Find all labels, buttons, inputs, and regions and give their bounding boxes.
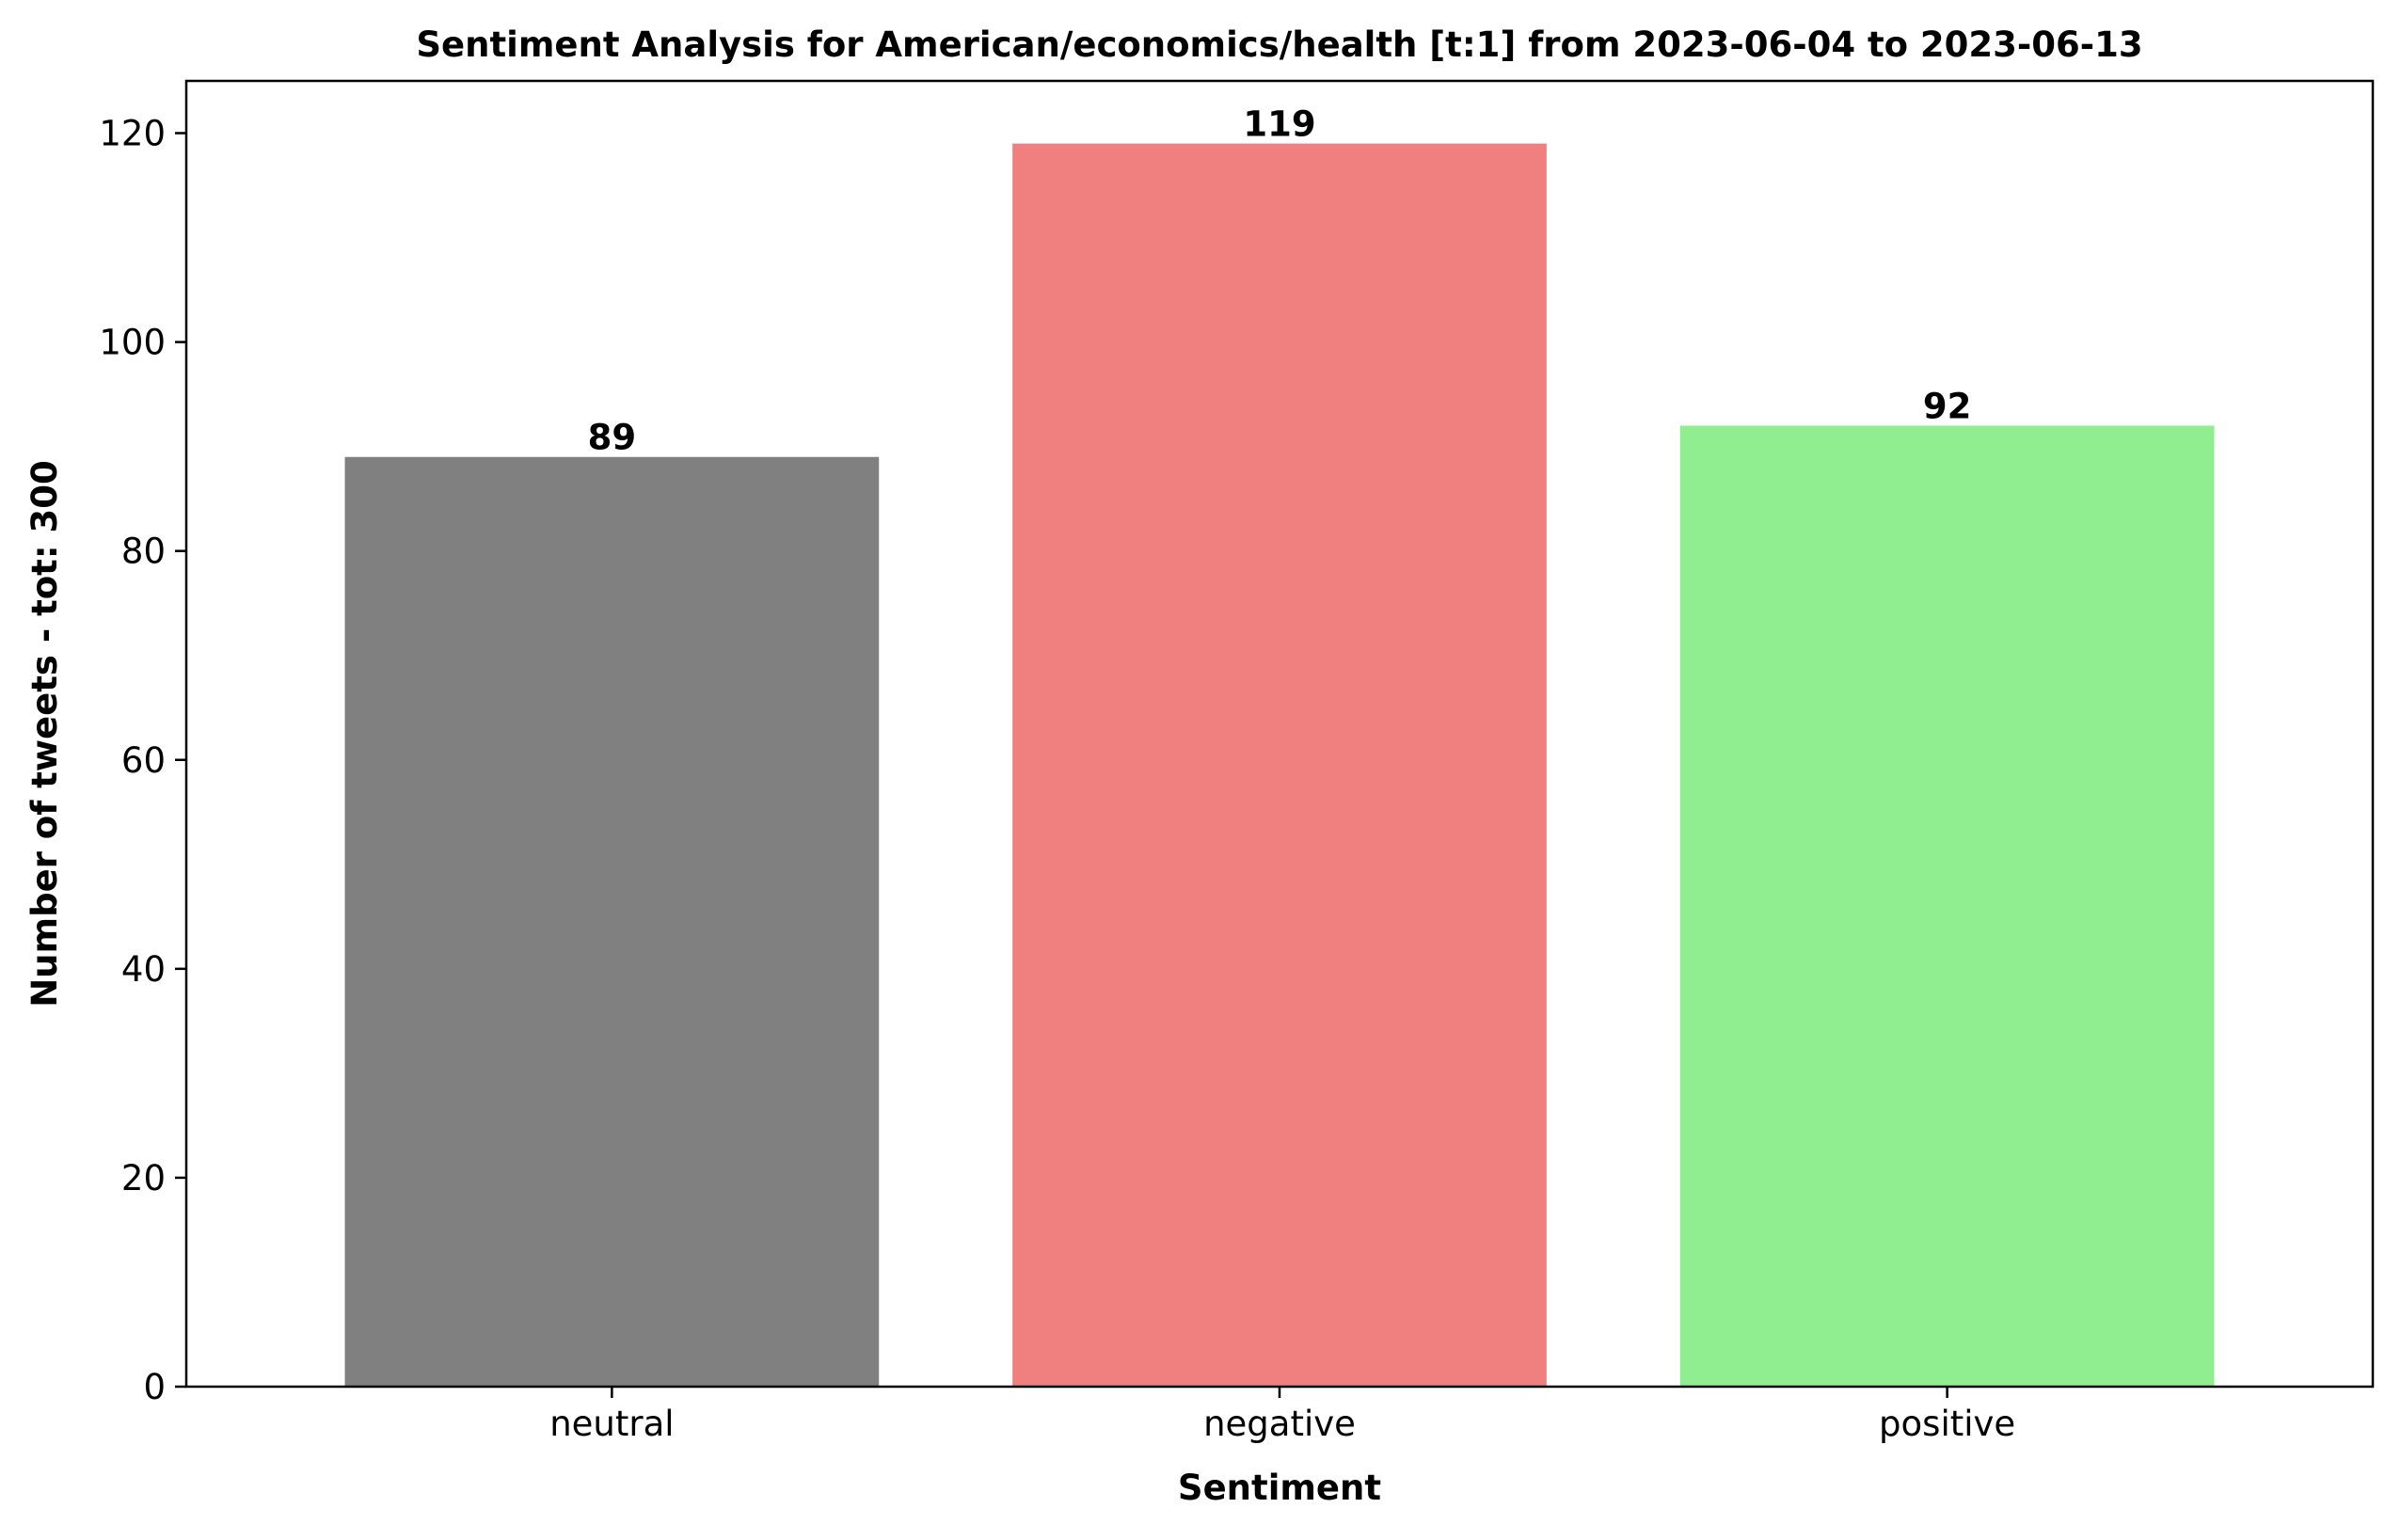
x-tick-label-neutral: neutral xyxy=(549,1404,674,1444)
bar-value-label-negative: 119 xyxy=(1243,104,1315,145)
y-tick-label-0: 0 xyxy=(143,1367,166,1407)
y-tick-label-100: 100 xyxy=(99,323,166,363)
x-tick-label-negative: negative xyxy=(1203,1404,1356,1444)
y-tick-label-80: 80 xyxy=(121,532,166,572)
bar-neutral xyxy=(344,456,880,1387)
x-axis-label: Sentiment xyxy=(1178,1468,1381,1508)
plot-frame xyxy=(184,79,2375,1389)
x-axis: neutral negative positive xyxy=(549,1387,2015,1444)
bar-positive xyxy=(1679,425,2215,1387)
y-tick-label-20: 20 xyxy=(121,1158,166,1199)
y-tick-label-120: 120 xyxy=(99,114,166,154)
y-axis-label: Number of tweets - tot: 300 xyxy=(24,460,65,1008)
y-tick-label-40: 40 xyxy=(121,949,166,990)
bar-negative xyxy=(1012,143,1547,1387)
bar-labels-layer: 89 119 92 xyxy=(588,104,1972,458)
bar-value-label-neutral: 89 xyxy=(588,418,637,458)
x-tick-label-positive: positive xyxy=(1879,1404,2015,1444)
chart-title: Sentiment Analysis for American/economic… xyxy=(416,24,2142,65)
y-tick-label-60: 60 xyxy=(121,740,166,781)
bars-layer xyxy=(344,143,2215,1387)
y-axis: 0 20 40 60 80 100 120 xyxy=(99,114,186,1407)
bar-value-label-positive: 92 xyxy=(1923,386,1972,426)
